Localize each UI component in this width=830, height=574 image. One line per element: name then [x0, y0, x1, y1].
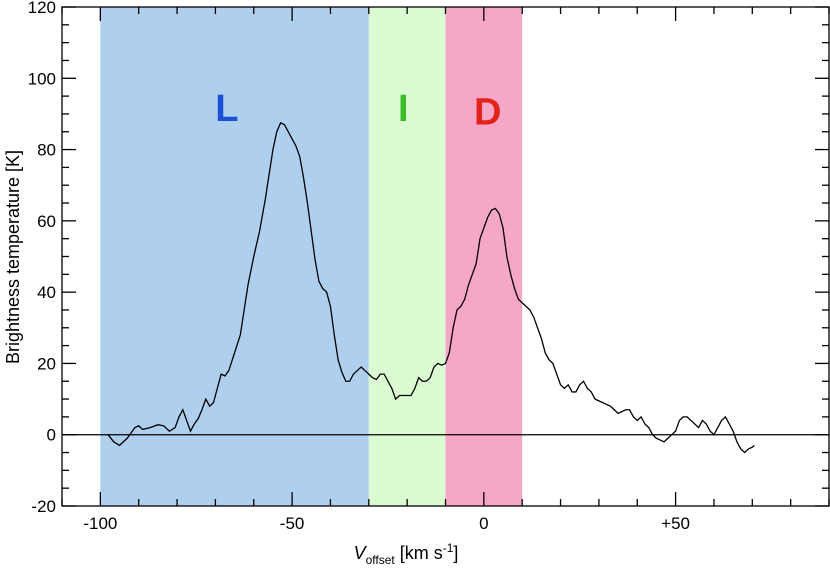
x-axis-title-symbol: V: [354, 543, 368, 563]
x-tick-labels: -100 -50 0 +50: [83, 514, 690, 533]
y-tick-label: -20: [31, 497, 56, 516]
x-axis-title-exponent: -1: [443, 541, 454, 555]
y-axis-title: Brightness temperature [K]: [3, 150, 23, 364]
spectrum-line: [107, 121, 755, 454]
region-label: I: [398, 88, 409, 130]
y-tick-label: 120: [28, 0, 56, 17]
x-tick-label: -100: [83, 514, 117, 533]
x-axis-title-close: ]: [453, 543, 458, 563]
region-band: [368, 7, 446, 506]
x-axis-title: Voffset [km s-1]: [354, 541, 459, 567]
y-tick-label: 100: [28, 69, 56, 88]
x-tick-label: 0: [479, 514, 488, 533]
region-label: L: [215, 88, 238, 130]
plot-frame: [61, 6, 830, 507]
x-axis-title-units: [km s: [395, 543, 443, 563]
y-tick-label: 40: [37, 283, 56, 302]
region-band: [445, 7, 523, 506]
y-tick-label: 0: [47, 426, 56, 445]
region-label: D: [474, 92, 501, 134]
y-tick-label: 20: [37, 354, 56, 373]
x-axis-title-subscript: offset: [366, 553, 396, 567]
x-tick-label: +50: [661, 514, 690, 533]
axis-ticks: [61, 6, 830, 507]
x-tick-label: -50: [280, 514, 305, 533]
y-tick-labels: -20 0 20 40 60 80 100 120: [28, 0, 56, 516]
y-tick-label: 60: [37, 212, 56, 231]
y-tick-label: 80: [37, 141, 56, 160]
region-band: [100, 7, 369, 506]
velocity-regions: [100, 7, 523, 506]
